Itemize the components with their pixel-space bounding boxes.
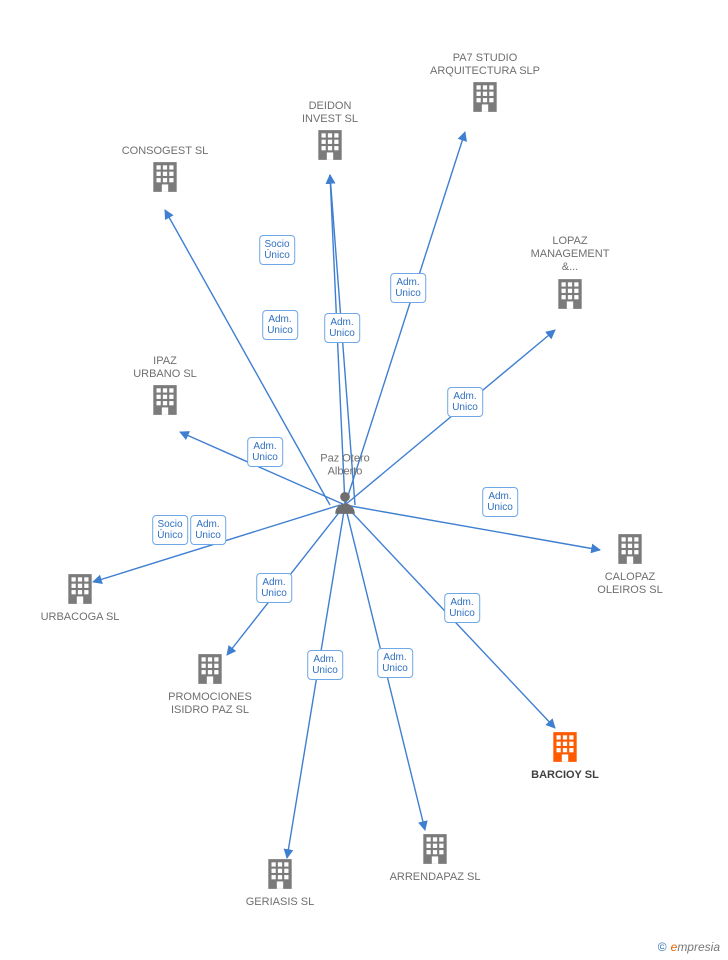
company-node-promociones[interactable]: PROMOCIONESISIDRO PAZ SL xyxy=(140,650,280,717)
building-icon xyxy=(415,80,555,119)
edge-label: Socio Único xyxy=(152,515,188,545)
copyright-symbol: © xyxy=(658,940,667,954)
copyright: ©empresia xyxy=(658,940,720,954)
edge-label: Socio Único xyxy=(259,235,295,265)
edge-label: Adm. Unico xyxy=(377,648,413,678)
edge-label: Adm. Unico xyxy=(324,313,360,343)
company-node-ipaz[interactable]: IPAZURBANO SL xyxy=(95,355,235,422)
company-node-pa7[interactable]: PA7 STUDIOARQUITECTURA SLP xyxy=(415,52,555,119)
company-label: ARRENDAPAZ SL xyxy=(365,871,505,884)
building-icon xyxy=(560,532,700,571)
building-icon xyxy=(95,383,235,422)
company-node-calopaz[interactable]: CALOPAZOLEIROS SL xyxy=(560,530,700,597)
person-icon xyxy=(332,490,358,521)
edge-label: Adm. Unico xyxy=(447,387,483,417)
company-node-urbacoga[interactable]: URBACOGA SL xyxy=(10,570,150,624)
building-icon xyxy=(140,652,280,691)
building-icon xyxy=(365,832,505,871)
company-node-arrendapaz[interactable]: ARRENDAPAZ SL xyxy=(365,830,505,884)
company-node-geriasis[interactable]: GERIASIS SL xyxy=(210,855,350,909)
company-node-consogest[interactable]: CONSOGEST SL xyxy=(95,145,235,199)
company-label: IPAZURBANO SL xyxy=(95,355,235,381)
center-person-label: Paz Otero Alberto xyxy=(320,453,370,478)
edge-label: Adm. Unico xyxy=(307,650,343,680)
building-icon xyxy=(495,730,635,769)
edge-label: Adm. Unico xyxy=(444,593,480,623)
edge-label: Adm. Unico xyxy=(390,273,426,303)
company-label: CONSOGEST SL xyxy=(95,145,235,158)
building-icon xyxy=(210,857,350,896)
company-node-barcioy[interactable]: BARCIOY SL xyxy=(495,728,635,782)
copyright-rest: mpresia xyxy=(677,940,720,954)
edge-label: Adm. Unico xyxy=(190,515,226,545)
building-icon xyxy=(10,572,150,611)
edge-label: Adm. Unico xyxy=(247,437,283,467)
company-label: GERIASIS SL xyxy=(210,896,350,909)
building-icon xyxy=(95,160,235,199)
company-label: PA7 STUDIOARQUITECTURA SLP xyxy=(415,52,555,78)
edge-label: Adm. Unico xyxy=(482,487,518,517)
building-icon xyxy=(260,128,400,167)
company-label: LOPAZMANAGEMENT&... xyxy=(500,235,640,275)
company-label: URBACOGA SL xyxy=(10,611,150,624)
building-icon xyxy=(500,277,640,316)
company-label: BARCIOY SL xyxy=(495,769,635,782)
edge-label: Adm. Unico xyxy=(262,310,298,340)
company-label: PROMOCIONESISIDRO PAZ SL xyxy=(140,691,280,717)
company-label: CALOPAZOLEIROS SL xyxy=(560,571,700,597)
network-canvas: CONSOGEST SL DEIDONINVEST SL PA7 STUDIOA… xyxy=(0,0,728,960)
edge-label: Adm. Unico xyxy=(256,573,292,603)
company-node-deidon[interactable]: DEIDONINVEST SL xyxy=(260,100,400,167)
company-label: DEIDONINVEST SL xyxy=(260,100,400,126)
company-node-lopaz[interactable]: LOPAZMANAGEMENT&... xyxy=(500,235,640,316)
